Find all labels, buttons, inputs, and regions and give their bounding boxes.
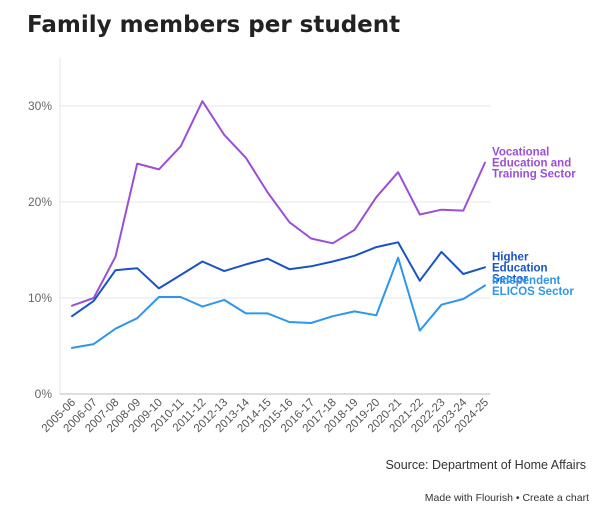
flourish-footer[interactable]: Made with Flourish • Create a chart [425,492,589,504]
series-line-2 [71,256,486,349]
y-tick-label: 30% [28,99,52,113]
made-with-text: Made with Flourish [424,492,513,504]
y-tick-label: 0% [35,387,53,401]
y-tick-label: 20% [28,195,52,209]
create-chart-link[interactable]: Create a chart [522,492,589,504]
series-label-1: Higher Education Sector [492,251,548,285]
grid-layer: 0%10%20%30%2005-062006-072007-082008-092… [28,58,491,435]
source-note: Source: Department of Home Affairs [385,458,586,472]
chart-title: Family members per student [27,12,401,38]
series-line-1 [71,241,486,318]
label-layer: Vocational Education and Training Sector Hi… [492,147,576,298]
series-line-0 [71,100,486,307]
series-label-2: Independent ELICOS Sector [492,275,574,298]
y-tick-label: 10% [28,291,52,305]
line-layer [71,100,486,349]
series-label-0: Vocational Education and Training Sector [492,147,576,181]
footer-separator: • [515,492,520,504]
